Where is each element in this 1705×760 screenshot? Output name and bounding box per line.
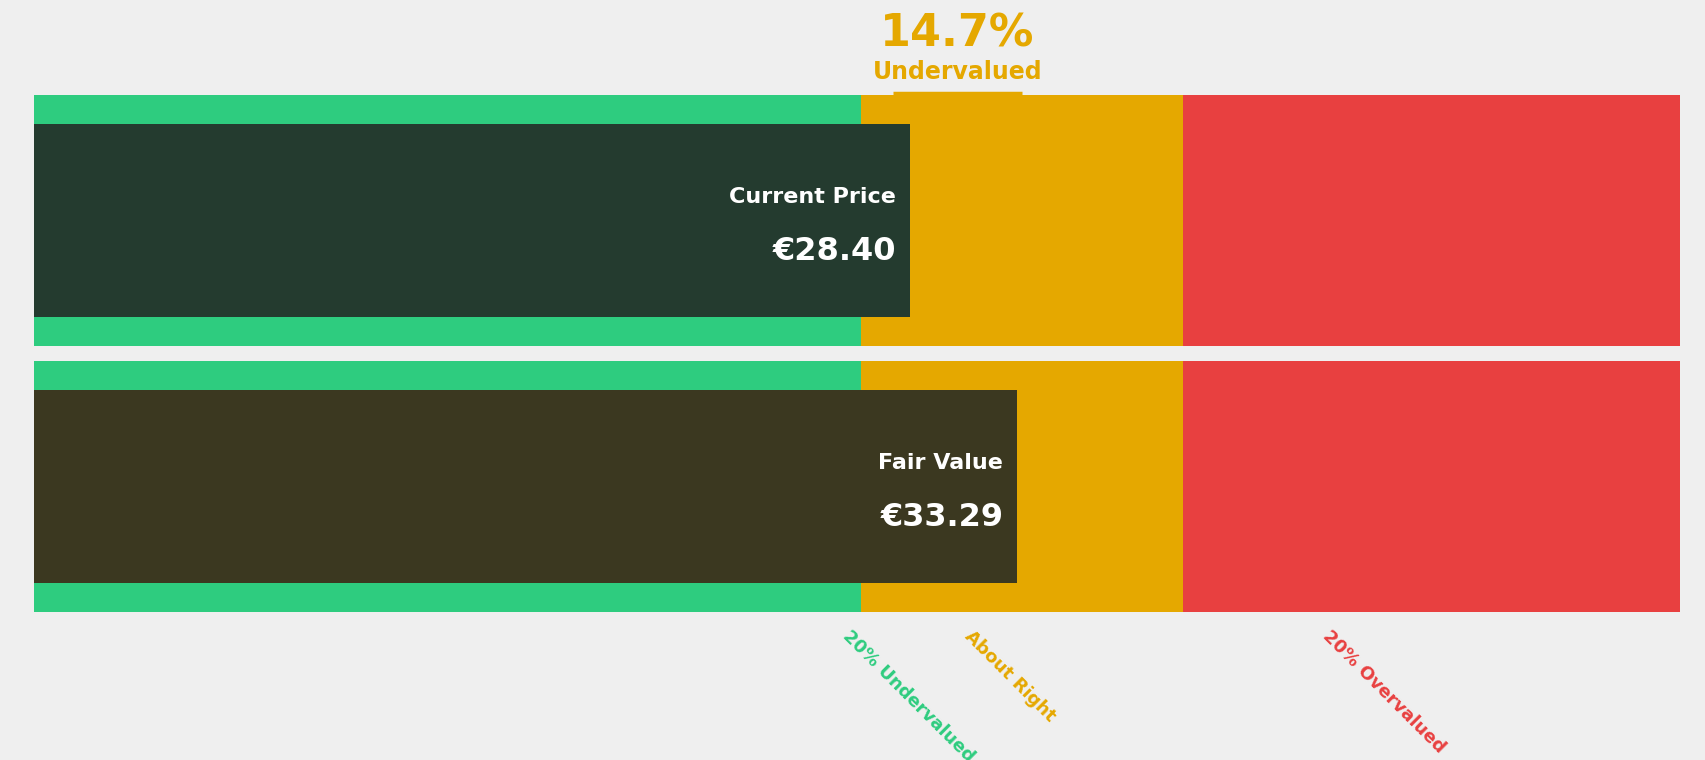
Bar [34, 390, 1016, 583]
Bar [859, 95, 1183, 346]
Text: 20% Undervalued: 20% Undervalued [839, 627, 977, 760]
Bar [34, 95, 1679, 346]
Text: €33.29: €33.29 [880, 502, 1003, 533]
Text: Current Price: Current Price [730, 187, 895, 207]
Text: About Right: About Right [960, 627, 1059, 725]
Text: €28.40: €28.40 [772, 236, 895, 267]
Text: 14.7%: 14.7% [880, 13, 1033, 55]
Text: Undervalued: Undervalued [871, 60, 1042, 84]
Bar [1183, 95, 1679, 346]
Text: Fair Value: Fair Value [878, 453, 1003, 473]
Bar [1183, 361, 1679, 612]
Bar [34, 361, 1679, 612]
Bar [34, 124, 909, 317]
Bar [859, 361, 1183, 612]
Text: 20% Overvalued: 20% Overvalued [1320, 627, 1448, 756]
